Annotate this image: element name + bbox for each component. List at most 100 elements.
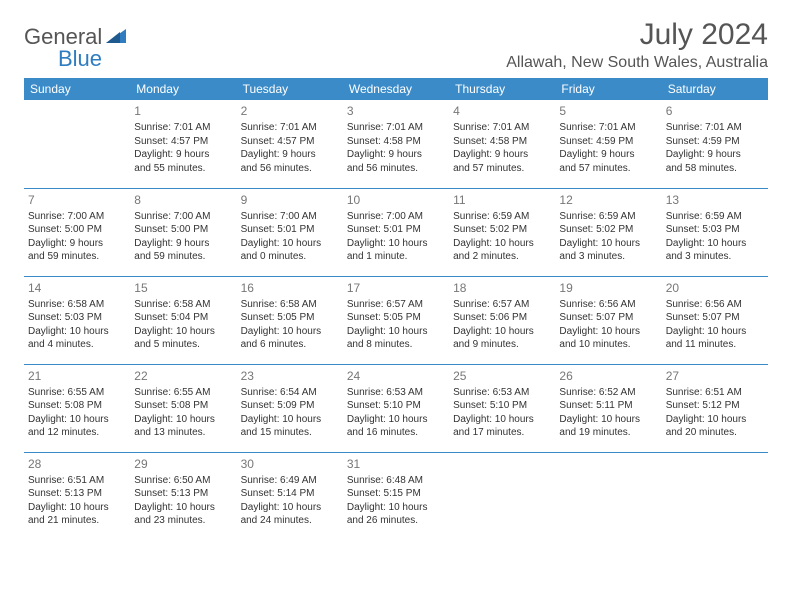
day-number: 23 [241,368,339,384]
calendar-day-cell: 18Sunrise: 6:57 AMSunset: 5:06 PMDayligh… [449,276,555,364]
day-number: 8 [134,192,232,208]
calendar-week-row: 14Sunrise: 6:58 AMSunset: 5:03 PMDayligh… [24,276,768,364]
day-detail: and 59 minutes. [28,250,126,264]
day-detail: Sunrise: 6:53 AM [453,386,551,400]
day-detail: Sunset: 5:06 PM [453,311,551,325]
day-detail: Sunset: 5:02 PM [559,223,657,237]
day-detail: Sunset: 5:08 PM [134,399,232,413]
calendar-header: SundayMondayTuesdayWednesdayThursdayFrid… [24,78,768,100]
day-detail: Sunset: 5:03 PM [28,311,126,325]
day-detail: and 10 minutes. [559,338,657,352]
day-detail: and 9 minutes. [453,338,551,352]
calendar-day-cell: 14Sunrise: 6:58 AMSunset: 5:03 PMDayligh… [24,276,130,364]
day-detail: Sunset: 5:14 PM [241,487,339,501]
day-detail: and 56 minutes. [347,162,445,176]
day-detail: Sunrise: 6:51 AM [666,386,764,400]
day-number: 1 [134,103,232,119]
day-detail: Daylight: 10 hours [28,413,126,427]
day-detail: and 0 minutes. [241,250,339,264]
day-number: 21 [28,368,126,384]
day-detail: Daylight: 10 hours [347,237,445,251]
day-detail: Daylight: 9 hours [453,148,551,162]
calendar-day-cell [24,100,130,188]
calendar-day-cell: 10 Sunrise: 7:00 AMSunset: 5:01 PMDayligh… [343,188,449,276]
day-detail: Sunrise: 6:48 AM [347,474,445,488]
calendar-day-cell: 16Sunrise: 6:58 AMSunset: 5:05 PMDayligh… [237,276,343,364]
brand-blue-row: Blue [24,46,102,72]
day-detail: and 15 minutes. [241,426,339,440]
day-detail: Daylight: 9 hours [134,237,232,251]
day-detail: and 58 minutes. [666,162,764,176]
day-number: 3 [347,103,445,119]
day-detail: Sunrise: 7:01 AM [559,121,657,135]
day-detail: Sunset: 5:01 PM [347,223,445,237]
day-detail: Sunset: 5:07 PM [559,311,657,325]
day-number: 27 [666,368,764,384]
day-detail: Sunset: 4:59 PM [666,135,764,149]
day-detail: and 23 minutes. [134,514,232,528]
day-detail: Sunrise: 7:00 AM [28,210,126,224]
day-detail: Sunset: 5:10 PM [347,399,445,413]
month-title: July 2024 [506,18,768,52]
day-detail: and 4 minutes. [28,338,126,352]
calendar-day-cell [449,452,555,540]
day-number: 29 [134,456,232,472]
day-detail: Daylight: 9 hours [28,237,126,251]
calendar-week-row: 28Sunrise: 6:51 AMSunset: 5:13 PMDayligh… [24,452,768,540]
day-number: 28 [28,456,126,472]
day-detail: Sunrise: 7:01 AM [453,121,551,135]
day-detail: Daylight: 10 hours [134,501,232,515]
day-detail: Sunrise: 6:58 AM [134,298,232,312]
weekday-header: Friday [555,78,661,100]
day-detail: Sunrise: 6:57 AM [453,298,551,312]
day-detail: Daylight: 10 hours [666,413,764,427]
day-detail: Sunset: 5:05 PM [347,311,445,325]
calendar-day-cell: 23Sunrise: 6:54 AMSunset: 5:09 PMDayligh… [237,364,343,452]
calendar-body: 1Sunrise: 7:01 AMSunset: 4:57 PMDaylight… [24,100,768,540]
day-detail: Sunset: 5:12 PM [666,399,764,413]
day-detail: and 56 minutes. [241,162,339,176]
day-detail: Daylight: 10 hours [241,413,339,427]
day-detail: and 59 minutes. [134,250,232,264]
day-detail: Sunrise: 7:00 AM [134,210,232,224]
calendar-day-cell: 11Sunrise: 6:59 AMSunset: 5:02 PMDayligh… [449,188,555,276]
calendar-day-cell: 1Sunrise: 7:01 AMSunset: 4:57 PMDaylight… [130,100,236,188]
day-number: 11 [453,192,551,208]
calendar-day-cell: 25Sunrise: 6:53 AMSunset: 5:10 PMDayligh… [449,364,555,452]
day-detail: and 13 minutes. [134,426,232,440]
day-detail: and 5 minutes. [134,338,232,352]
day-detail: Sunset: 5:11 PM [559,399,657,413]
calendar-day-cell: 13Sunrise: 6:59 AMSunset: 5:03 PMDayligh… [662,188,768,276]
day-number: 16 [241,280,339,296]
day-detail: Daylight: 10 hours [28,325,126,339]
day-detail: and 8 minutes. [347,338,445,352]
calendar-day-cell: 4Sunrise: 7:01 AMSunset: 4:58 PMDaylight… [449,100,555,188]
day-number: 10 [347,192,445,208]
day-detail: Sunset: 4:58 PM [453,135,551,149]
calendar-week-row: 1Sunrise: 7:01 AMSunset: 4:57 PMDaylight… [24,100,768,188]
day-detail: and 57 minutes. [559,162,657,176]
day-detail: Daylight: 10 hours [666,237,764,251]
calendar-day-cell [662,452,768,540]
day-detail: Sunrise: 6:51 AM [28,474,126,488]
day-number: 22 [134,368,232,384]
calendar-week-row: 7Sunrise: 7:00 AMSunset: 5:00 PMDaylight… [24,188,768,276]
day-detail: Sunrise: 7:01 AM [134,121,232,135]
day-number: 25 [453,368,551,384]
title-block: July 2024 Allawah, New South Wales, Aust… [506,18,768,72]
day-detail: and 6 minutes. [241,338,339,352]
day-detail: Sunrise: 7:00 AM [347,210,445,224]
calendar-week-row: 21Sunrise: 6:55 AMSunset: 5:08 PMDayligh… [24,364,768,452]
day-number: 31 [347,456,445,472]
day-detail: and 19 minutes. [559,426,657,440]
weekday-header: Monday [130,78,236,100]
day-number: 13 [666,192,764,208]
day-detail: and 16 minutes. [347,426,445,440]
weekday-header: Thursday [449,78,555,100]
location-text: Allawah, New South Wales, Australia [506,54,768,72]
day-detail: Daylight: 10 hours [134,413,232,427]
day-detail: Sunrise: 6:50 AM [134,474,232,488]
day-number: 20 [666,280,764,296]
calendar-day-cell: 8Sunrise: 7:00 AMSunset: 5:00 PMDaylight… [130,188,236,276]
weekday-header: Sunday [24,78,130,100]
